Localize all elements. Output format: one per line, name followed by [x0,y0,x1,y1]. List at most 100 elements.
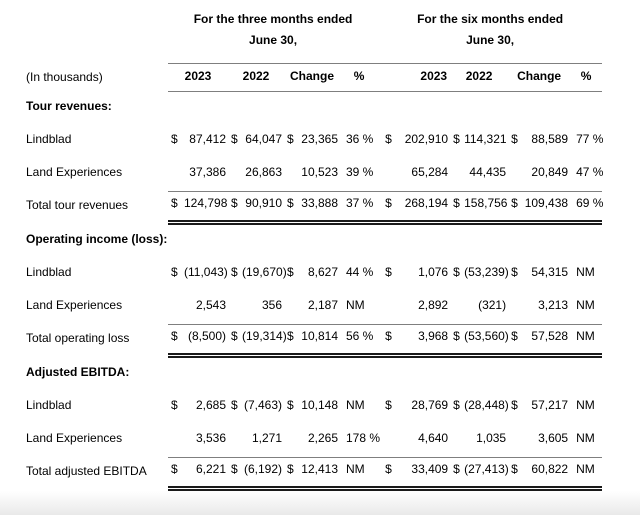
value-cell: 356 [261,297,282,312]
dollar-sign-cell: $ [228,457,242,491]
percent-cell: NM [570,457,603,491]
section-title: Tour revenues: [26,98,112,113]
dollar-sign-cell: $ [284,191,298,225]
dollar-sign-cell: $ [385,397,392,412]
row-label: Land Experiences [26,297,123,312]
dollar-sign-cell: $ [287,264,294,279]
value-cell: (19,670) [242,264,287,279]
percent-cell: NM [340,457,379,491]
percent-cell: NM [570,324,603,358]
percent-cell: NM [576,397,595,412]
period-group-subtitle-row: June 30, June 30, [0,28,603,64]
value-cell: 109,438 [522,191,571,225]
dollar-sign-cell [378,158,400,191]
value-cell: (321) [478,297,507,312]
spacer-cell [0,0,168,28]
change-column-header: Change [508,64,571,92]
dollar-sign-cell: $ [168,457,184,491]
total-row: Total adjusted EBITDA $6,221 $ (6,192) $12,4… [0,457,603,491]
dollar-sign-cell: $ [378,324,401,358]
year-2023-column-header: 2023 [378,64,451,92]
dollar-sign-cell [378,424,400,457]
percent-column-header: % [570,64,603,92]
dollar-sign-cell [508,291,522,324]
dollar-sign-cell: $ [168,191,184,225]
value-cell: 3,536 [195,430,226,445]
value-cell: (6,192) [242,457,284,491]
dollar-sign-cell: $ [171,131,178,146]
dollar-sign-cell: $ [453,131,460,146]
value-cell: 158,756 [464,191,509,225]
dollar-sign-cell [228,424,242,457]
value-cell: 2,265 [307,430,338,445]
dollar-sign-cell: $ [453,264,460,279]
value-cell: 2,685 [195,397,226,412]
year-2022-column-header: 2022 [450,64,509,92]
value-cell: (11,043) [184,264,228,279]
row-label: Total tour revenues [26,198,129,212]
dollar-sign-cell: $ [450,191,465,225]
dollar-sign-cell: $ [287,397,294,412]
dollar-sign-cell: $ [228,324,242,358]
spacer-cell [0,28,168,64]
value-cell: 3,605 [538,430,569,445]
value-cell: (53,239) [464,264,509,279]
dollar-sign-cell: $ [378,191,401,225]
value-cell: (53,560) [464,324,509,358]
section-title: Adjusted EBITDA: [26,364,130,379]
value-cell: 60,822 [522,457,571,491]
section-header-row: Operating income (loss): [0,225,602,258]
value-cell: 20,849 [531,164,569,179]
dollar-sign-cell: $ [511,397,518,412]
dollar-sign-cell [228,291,242,324]
section-header-row: Tour revenues: [0,92,602,125]
table-row: Land Experiences 37,386 26,863 10,523 39 % 65… [0,158,603,191]
value-cell: 114,321 [464,131,507,146]
value-cell: 23,365 [301,131,338,146]
row-label: Lindblad [26,264,72,279]
dollar-sign-cell [168,158,184,191]
dollar-sign-cell [378,291,400,324]
dollar-sign-cell [284,291,298,324]
dollar-sign-cell [508,424,522,457]
value-cell: 26,863 [245,164,282,179]
percent-cell: NM [576,430,595,445]
dollar-sign-cell: $ [287,131,294,146]
dollar-sign-cell [168,424,184,457]
dollar-sign-cell: $ [171,397,178,412]
value-cell: 64,047 [245,131,282,146]
dollar-sign-cell [284,424,298,457]
table-row: Lindblad $ (11,043) $ (19,670) $8,627 44 % $1,0… [0,258,602,291]
percent-cell: 77 % [576,131,604,146]
section-title: Operating income (loss): [26,231,168,246]
value-cell: 6,221 [184,457,228,491]
value-cell: 44,435 [469,164,507,179]
dollar-sign-cell: $ [450,324,465,358]
value-cell: 1,076 [418,264,449,279]
value-cell: 124,798 [184,191,228,225]
dollar-sign-cell: $ [171,264,178,279]
dollar-sign-cell: $ [284,457,298,491]
dollar-sign-cell: $ [231,397,238,412]
percent-cell: NM [346,297,365,312]
percent-cell: 39 % [346,164,374,179]
percent-cell: 37 % [340,191,379,225]
table-row: Land Experiences 3,536 1,271 2,265 178 % 4,64… [0,424,602,457]
value-cell: 10,148 [301,397,338,412]
value-cell: 1,271 [251,430,282,445]
column-header-row: (In thousands) 2023 2022 Change % 2023 2… [0,64,603,92]
table-row: Lindblad $2,685 $ (7,463) $10,148 NM $28,769 $(… [0,391,602,424]
financial-table: For the three months ended For the six m… [0,0,604,491]
value-cell: 10,814 [298,324,340,358]
year-2022-column-header: 2022 [228,64,284,92]
row-label: Lindblad [26,397,72,412]
table-row: Lindblad $87,412 $64,047 $23,365 36 % $202,91… [0,125,604,158]
value-cell: 33,888 [298,191,340,225]
percent-cell: 178 % [346,430,381,445]
row-label: Lindblad [26,131,72,146]
percent-cell: NM [576,297,595,312]
value-cell: 65,284 [411,164,449,179]
value-cell: 37,386 [189,164,226,179]
table-row: Land Experiences 2,543 356 2,187 NM 2,892 (321… [0,291,602,324]
value-cell: 3,213 [538,297,569,312]
